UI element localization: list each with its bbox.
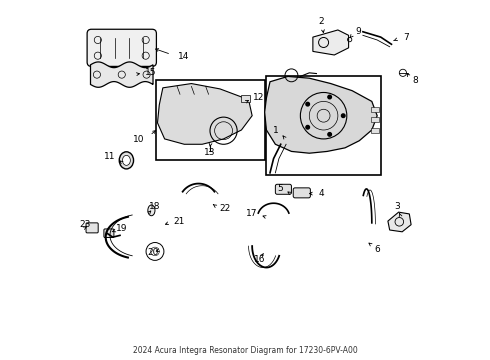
FancyBboxPatch shape bbox=[104, 229, 114, 238]
Text: 21: 21 bbox=[173, 217, 185, 226]
Polygon shape bbox=[157, 84, 252, 144]
Text: 12: 12 bbox=[253, 93, 265, 102]
Text: 5: 5 bbox=[277, 184, 283, 193]
Text: 8: 8 bbox=[412, 76, 418, 85]
Polygon shape bbox=[91, 62, 153, 87]
Circle shape bbox=[306, 126, 310, 129]
Ellipse shape bbox=[119, 152, 134, 169]
FancyBboxPatch shape bbox=[293, 188, 310, 198]
Circle shape bbox=[342, 114, 345, 117]
Text: 2024 Acura Integra Resonator Diagram for 17230-6PV-A00: 2024 Acura Integra Resonator Diagram for… bbox=[133, 346, 357, 355]
FancyBboxPatch shape bbox=[275, 184, 292, 194]
FancyBboxPatch shape bbox=[371, 107, 379, 112]
Text: 18: 18 bbox=[149, 202, 161, 211]
FancyBboxPatch shape bbox=[371, 117, 379, 122]
Bar bbox=[267, 76, 381, 175]
Text: 1: 1 bbox=[273, 126, 279, 135]
Polygon shape bbox=[265, 76, 377, 153]
Ellipse shape bbox=[148, 205, 155, 216]
Circle shape bbox=[328, 95, 331, 99]
Polygon shape bbox=[313, 30, 348, 55]
Polygon shape bbox=[388, 212, 411, 232]
Text: 6: 6 bbox=[374, 245, 380, 254]
Text: 13: 13 bbox=[203, 148, 215, 157]
Text: 2: 2 bbox=[318, 17, 324, 26]
Text: 11: 11 bbox=[103, 152, 115, 161]
Text: 7: 7 bbox=[403, 33, 409, 42]
Circle shape bbox=[306, 102, 310, 106]
Circle shape bbox=[328, 132, 331, 136]
Text: 9: 9 bbox=[355, 27, 361, 36]
FancyBboxPatch shape bbox=[371, 128, 379, 133]
Text: 10: 10 bbox=[133, 135, 144, 144]
Text: 19: 19 bbox=[116, 224, 127, 233]
Text: 14: 14 bbox=[178, 52, 189, 61]
FancyBboxPatch shape bbox=[87, 29, 156, 66]
Ellipse shape bbox=[122, 156, 130, 165]
Text: 4: 4 bbox=[318, 189, 324, 198]
Text: 17: 17 bbox=[245, 210, 257, 219]
Text: 3: 3 bbox=[394, 202, 400, 211]
Text: 16: 16 bbox=[253, 255, 265, 264]
Bar bbox=[156, 80, 265, 160]
Text: 23: 23 bbox=[79, 220, 90, 229]
FancyBboxPatch shape bbox=[242, 95, 250, 102]
Text: 15: 15 bbox=[145, 68, 156, 77]
FancyBboxPatch shape bbox=[86, 223, 98, 233]
Text: 20: 20 bbox=[147, 248, 159, 257]
Text: 22: 22 bbox=[220, 204, 230, 213]
